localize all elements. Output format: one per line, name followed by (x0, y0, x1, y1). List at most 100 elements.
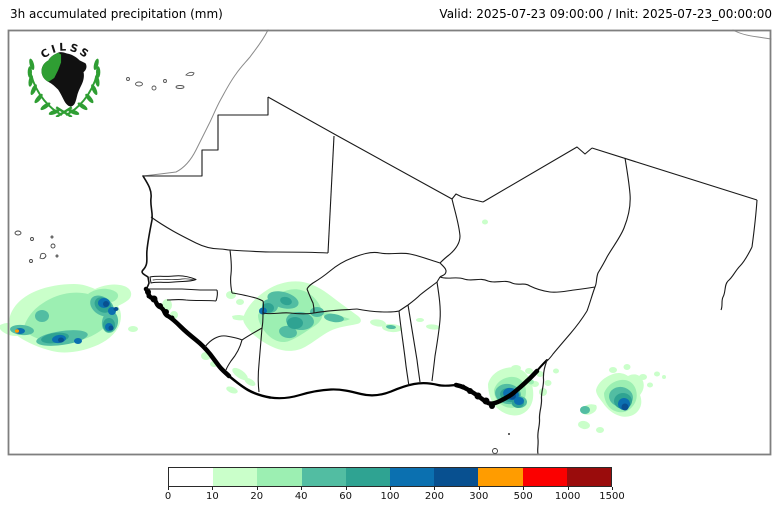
border-ghana-togo (398, 310, 410, 387)
precip-blob (511, 365, 521, 371)
colorbar (168, 467, 612, 487)
precip-blob (24, 292, 113, 343)
colorbar-tick (212, 487, 214, 490)
precip-blob (103, 301, 109, 307)
colorbar-tick (301, 487, 303, 490)
colorbar-tick (434, 487, 436, 490)
colorbar-segment (390, 468, 435, 486)
precip-blob (113, 307, 119, 311)
gambia-outline (149, 275, 197, 284)
laurel-wreath (27, 58, 101, 117)
estuary-blob (146, 293, 152, 299)
estuary-blob (145, 289, 151, 295)
valid-init-timestamp: Valid: 2025-07-23 09:00:00 / Init: 2025-… (439, 7, 772, 21)
bioko-island (492, 433, 510, 454)
delta-blob (482, 397, 490, 405)
precip-blob (621, 403, 629, 411)
map-frame (7, 29, 772, 456)
colorbar-tick-label: 1000 (554, 491, 581, 502)
delta-blob (460, 384, 466, 390)
country-borders (143, 96, 758, 393)
precip-blob (232, 314, 248, 321)
colorbar-tick-label: 300 (469, 491, 489, 502)
colorbar-tick (390, 487, 391, 490)
border-chad-cameroon (586, 286, 596, 312)
precip-blob (544, 380, 552, 386)
border-burkina-ghana (356, 308, 400, 313)
precip-blob (482, 219, 488, 225)
border-mali-burkina (306, 251, 441, 290)
border-burkina-niger (439, 262, 447, 278)
precip-blob (539, 388, 547, 396)
coast-cameroon (537, 359, 548, 455)
precip-blob (426, 324, 440, 330)
precip-blob (639, 374, 647, 380)
plot-title: 3h accumulated precipitation (mm) (10, 7, 223, 21)
estuary-blob (169, 315, 175, 321)
gambia-river (152, 278, 195, 281)
coast-senegal (141, 175, 154, 290)
africa-silhouette (41, 52, 87, 107)
colorbar-tick-label: 40 (294, 491, 308, 502)
estuary-blob (163, 309, 169, 315)
precip-blob (35, 310, 49, 322)
colorbar-tick-label: 200 (424, 491, 444, 502)
colorbar-segment (345, 468, 391, 486)
colorbar-tick-label: 0 (164, 491, 172, 502)
estuary-blob (150, 295, 158, 303)
border-senegal-mali (229, 249, 233, 294)
coast-morocco (142, 29, 269, 177)
estuary-blob (157, 303, 163, 309)
coast-liberia (227, 374, 272, 399)
precip-blob (580, 406, 590, 414)
precip-blob (232, 367, 248, 381)
border-chad-east (751, 199, 758, 248)
colorbar-tick-label: 500 (513, 491, 533, 502)
cape-verde-islands (14, 230, 59, 263)
border-guinea-north (231, 292, 264, 302)
precip-blob (662, 375, 666, 379)
border-guinea-liberia (241, 327, 263, 341)
precip-blob (596, 427, 604, 433)
border-mauritania-mali-east (327, 135, 335, 254)
west-africa-highlight (41, 52, 62, 82)
precip-blob (416, 318, 424, 322)
colorbar-tick-label: 100 (380, 491, 400, 502)
border-burkina-togo (398, 304, 409, 312)
colorbar-segment (566, 468, 612, 486)
colorbar-tick (478, 487, 480, 490)
precip-blob (386, 324, 396, 330)
colorbar-tick-label: 1500 (599, 491, 625, 502)
colorbar-tick (567, 487, 569, 490)
colorbar-tick-label: 60 (339, 491, 352, 502)
precip-blob (280, 296, 292, 306)
border-togo-benin (407, 304, 421, 383)
border-ivorycoast-burkina (313, 308, 358, 314)
precip-blob (108, 325, 114, 331)
colorbar-tick-label: 20 (250, 491, 264, 502)
precip-blob (74, 338, 82, 344)
colorbar-tick-label: 10 (206, 491, 219, 502)
border-mali-algeria (267, 96, 453, 200)
precip-blob (236, 299, 244, 305)
border-burkina-benin (407, 281, 438, 306)
colorbar-tick (256, 487, 258, 490)
precip-blob (226, 386, 238, 394)
colorbar-segment (169, 468, 214, 486)
border-nigeria-cameroon (546, 310, 588, 362)
precip-blob (287, 317, 303, 329)
colorbar-tick (345, 487, 347, 490)
colorbar-tick (168, 487, 169, 490)
precip-blob (324, 313, 344, 323)
colorbar-segment (301, 468, 346, 486)
precip-blob (514, 397, 524, 405)
coastline (141, 29, 772, 455)
coast-gulf-of-guinea (268, 382, 458, 400)
colorbar-tick (612, 487, 613, 490)
precip-blob (647, 382, 653, 388)
border-mali-niger (439, 198, 461, 264)
precip-blob (654, 371, 660, 377)
colorbar-tick (523, 487, 525, 490)
border-benin-nigeria (431, 281, 441, 382)
colorbar-segment (257, 468, 302, 486)
